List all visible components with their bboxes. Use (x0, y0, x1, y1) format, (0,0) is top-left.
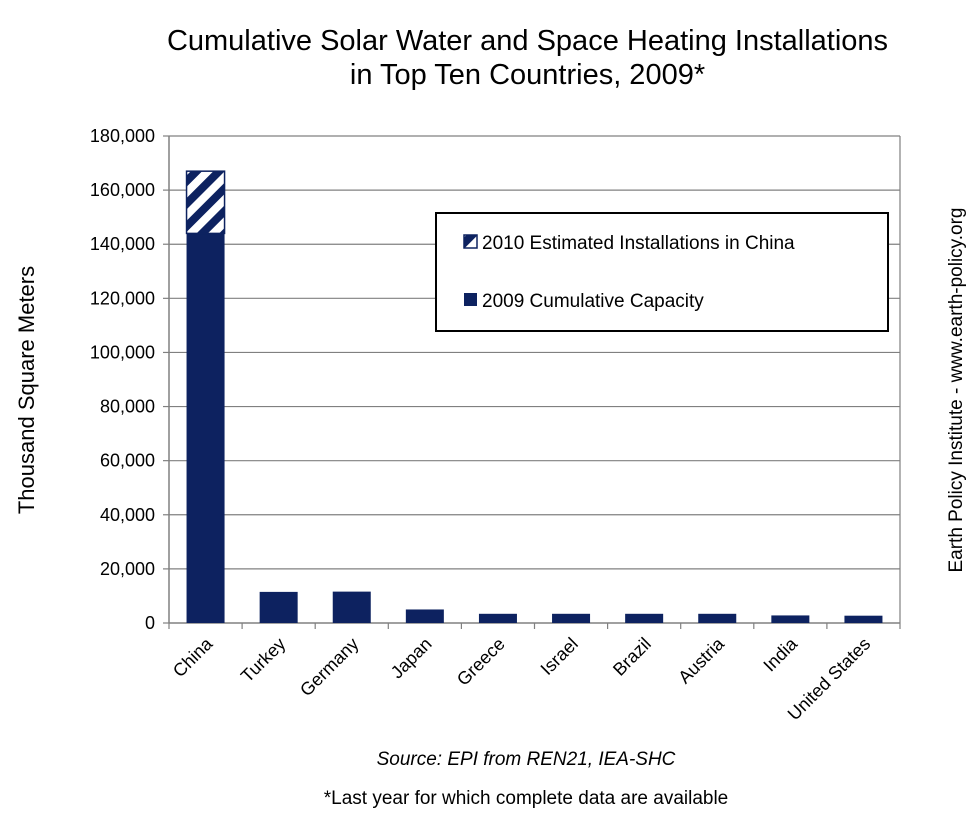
bar-segment-estimated (185, 170, 226, 235)
x-tick-label: Brazil (609, 634, 655, 680)
y-tick-label: 120,000 (90, 288, 155, 308)
y-tick-label: 180,000 (90, 126, 155, 146)
bar-segment-capacity (186, 233, 225, 623)
x-tick-label: Japan (387, 634, 436, 683)
bars (185, 170, 883, 623)
legend: 2010 Estimated Installations in China 20… (435, 212, 889, 332)
bar-segment-capacity (405, 609, 444, 623)
bar-segment-capacity (478, 613, 517, 623)
source-note: Source: EPI from REN21, IEA-SHC (376, 749, 676, 770)
bar-segment-capacity (844, 615, 883, 623)
x-tick-label: Turkey (237, 634, 290, 687)
chart-title: Cumulative Solar Water and Space Heating… (0, 24, 980, 92)
x-tick-label: Austria (674, 633, 728, 687)
y-tick-label: 140,000 (90, 234, 155, 254)
bar-segment-capacity (625, 613, 664, 623)
chart-title-line2: in Top Ten Countries, 2009* (349, 59, 706, 91)
axes (163, 135, 901, 629)
legend-box (435, 212, 889, 332)
x-tick-label: Greece (453, 634, 509, 690)
chart-title-line1: Cumulative Solar Water and Space Heating… (166, 25, 889, 57)
y-tick-label: 100,000 (90, 342, 155, 362)
y-tick-label: 60,000 (100, 451, 155, 471)
footnote: *Last year for which complete data are a… (323, 788, 729, 809)
legend-swatch-solid (464, 293, 477, 306)
legend-label-hatched: 2010 Estimated Installations in China (482, 233, 795, 254)
bar-segment-capacity (698, 613, 737, 623)
legend-label-solid: 2009 Cumulative Capacity (482, 291, 704, 312)
y-tick-labels: 0 20,000 40,000 60,000 80,000 100,000 120,000 1… (90, 126, 155, 633)
x-tick-label: Israel (537, 634, 582, 679)
y-tick-label: 20,000 (100, 559, 155, 579)
x-tick-labels: China Turkey Germany Japan Greece Israel Brazi… (169, 633, 874, 724)
y-tick-label: 80,000 (100, 397, 155, 417)
x-tick-label: India (759, 633, 801, 675)
y-tick-label: 160,000 (90, 180, 155, 200)
x-tick-label: China (169, 633, 217, 681)
legend-swatch-hatched (463, 234, 478, 249)
y-tick-label: 40,000 (100, 505, 155, 525)
bar-segment-capacity (259, 591, 298, 623)
y-tick-label: 0 (145, 613, 155, 633)
gridlines (169, 135, 900, 570)
bar-segment-capacity (552, 613, 591, 623)
bar-segment-capacity (771, 615, 810, 623)
bar-segment-capacity (332, 591, 371, 623)
x-tick-label: Germany (296, 634, 362, 700)
